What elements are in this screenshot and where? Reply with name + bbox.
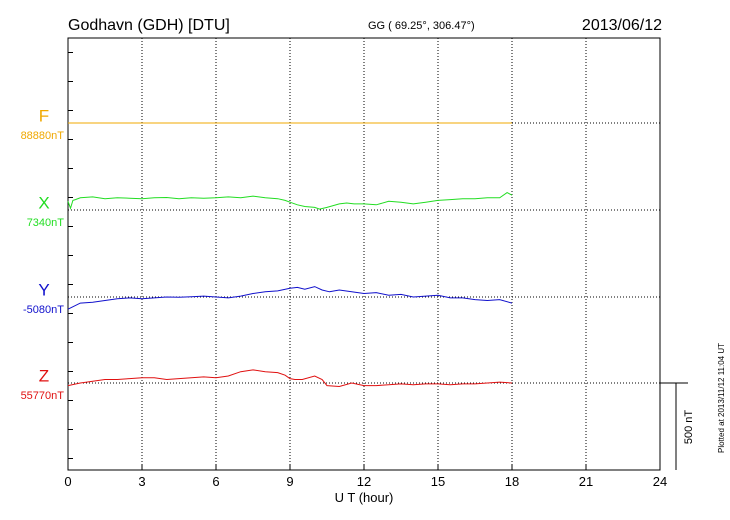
x-tick-label-15: 15	[431, 474, 445, 489]
x-axis-ticks: 0 3 6 9 12 15 18 21 24	[64, 52, 667, 489]
x-tick-label-6: 6	[212, 474, 219, 489]
station-title: Godhavn (GDH) [DTU]	[68, 17, 230, 34]
series-name-F: F	[39, 106, 49, 125]
x-tick-label-24: 24	[653, 474, 667, 489]
series-baseline-Y: -5080nT	[23, 304, 64, 316]
plotted-at-note: Plotted at 2013/11/12 11:04 UT	[717, 343, 726, 453]
x-tick-label-12: 12	[357, 474, 371, 489]
x-tick-label-9: 9	[286, 474, 293, 489]
x-axis-label: U T (hour)	[335, 490, 394, 505]
series-baseline-F: 88880nT	[21, 130, 65, 142]
scale-bar: 500 nT	[660, 382, 695, 470]
x-tick-label-21: 21	[579, 474, 593, 489]
scale-bar-label: 500 nT	[683, 410, 695, 445]
series-labels: F 88880nT X 7340nT Y -5080nT Z 55770nT	[21, 106, 65, 402]
x-tick-label-0: 0	[64, 474, 71, 489]
series-baseline-Z: 55770nT	[21, 390, 65, 402]
series-name-Z: Z	[39, 366, 49, 385]
x-tick-label-3: 3	[138, 474, 145, 489]
series-name-X: X	[38, 193, 49, 212]
vertical-grid	[141, 38, 587, 470]
date-label: 2013/06/12	[582, 17, 662, 34]
series-lines	[67, 122, 513, 388]
series-line-Y	[67, 286, 513, 310]
series-baseline-X: 7340nT	[27, 217, 65, 229]
series-line-Z	[67, 369, 513, 388]
series-name-Y: Y	[38, 280, 49, 299]
x-tick-label-18: 18	[505, 474, 519, 489]
station-coordinates: GG ( 69.25°, 306.47°)	[368, 20, 475, 32]
series-line-X	[67, 192, 513, 210]
